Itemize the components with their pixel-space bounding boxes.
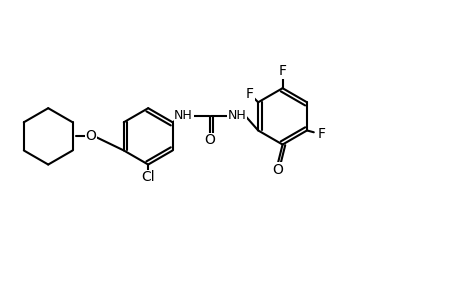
Text: F: F: [278, 64, 286, 78]
Text: F: F: [317, 127, 325, 141]
Text: O: O: [85, 129, 96, 143]
Text: Cl: Cl: [141, 170, 155, 184]
Text: O: O: [272, 163, 283, 176]
Text: F: F: [246, 87, 253, 101]
Text: O: O: [204, 134, 215, 148]
Text: NH: NH: [174, 109, 192, 122]
Text: NH: NH: [227, 109, 246, 122]
